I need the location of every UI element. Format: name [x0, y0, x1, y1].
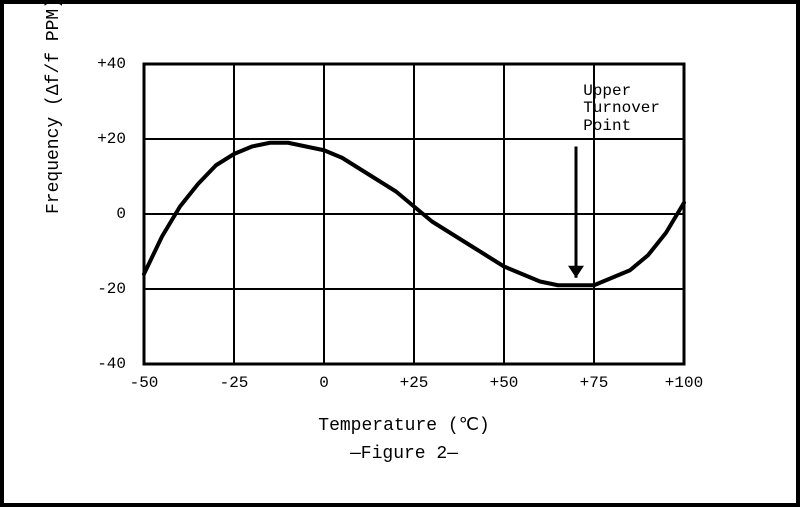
- annotation-line: Point: [583, 118, 660, 136]
- x-tick-label: 0: [294, 374, 354, 392]
- y-tick-label: +40: [66, 55, 126, 73]
- figure-caption: —Figure 2—: [4, 444, 800, 464]
- x-tick-label: +100: [654, 374, 714, 392]
- x-tick-label: -25: [204, 374, 264, 392]
- y-axis-label: Frequency (Δf/f PPM): [44, 0, 64, 214]
- x-tick-label: +75: [564, 374, 624, 392]
- figure-frame: Frequency (Δf/f PPM) -40 -20 0 +20 +40 -50 -2…: [0, 0, 800, 507]
- x-tick-label: -50: [114, 374, 174, 392]
- annotation-line: Turnover: [583, 100, 660, 118]
- y-tick-label: 0: [66, 205, 126, 223]
- x-axis-label: Temperature (℃): [4, 414, 800, 436]
- y-tick-label: -20: [66, 280, 126, 298]
- turnover-annotation: UpperTurnoverPoint: [583, 83, 660, 136]
- y-tick-label: -40: [66, 355, 126, 373]
- x-tick-label: +25: [384, 374, 444, 392]
- y-tick-label: +20: [66, 130, 126, 148]
- x-tick-label: +50: [474, 374, 534, 392]
- annotation-line: Upper: [583, 83, 660, 101]
